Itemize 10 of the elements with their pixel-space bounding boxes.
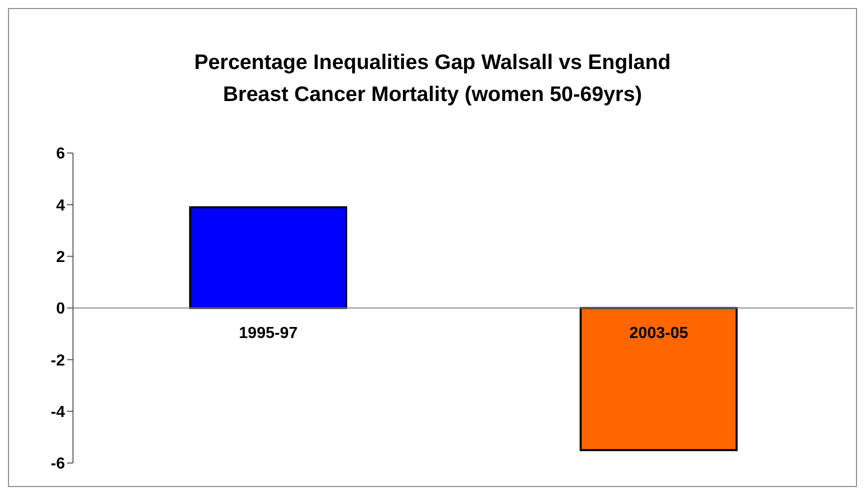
y-tick-label: 4: [56, 197, 66, 214]
y-tick-label: 2: [56, 249, 66, 266]
y-tick-label: -2: [50, 352, 66, 370]
y-tick-label: -6: [50, 456, 66, 473]
y-tick-label: -4: [50, 404, 66, 422]
x-tick-label: 2003-05: [629, 325, 688, 342]
y-tick-label: 6: [56, 146, 66, 163]
x-tick-label: 1995-97: [238, 325, 298, 342]
y-tick-label: 0: [56, 300, 66, 318]
chart-title: Percentage Inequalities Gap Walsall vs England Breast Cancer Mortality (women 50-69yrs): [194, 50, 671, 108]
